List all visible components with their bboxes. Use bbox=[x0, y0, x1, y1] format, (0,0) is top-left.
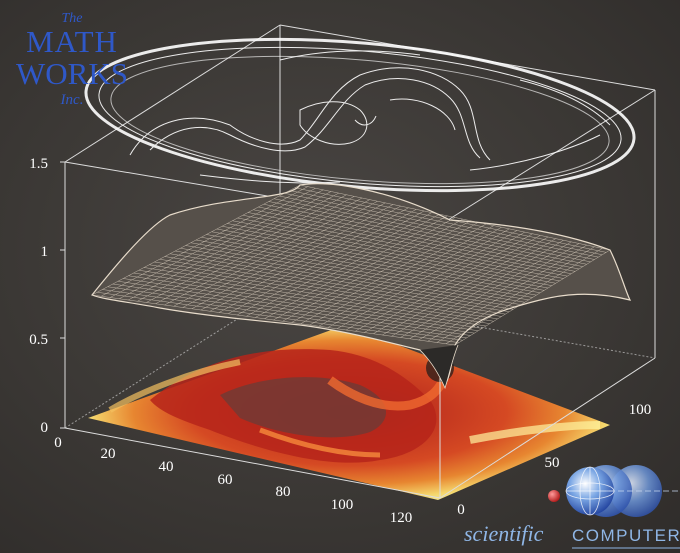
z-tick-label: 1 bbox=[41, 244, 49, 260]
heatmap-layer bbox=[88, 325, 610, 500]
mesh-line bbox=[263, 204, 583, 267]
mesh-line bbox=[253, 209, 576, 272]
mesh-line bbox=[284, 193, 599, 258]
mesh-line bbox=[327, 227, 502, 328]
scientific-computers-logo: scientific COMPUTERS bbox=[464, 465, 680, 549]
x-tick-label: 120 bbox=[390, 510, 413, 526]
mesh-line bbox=[309, 223, 487, 326]
mesh-line bbox=[454, 249, 611, 346]
tick-marks bbox=[60, 161, 65, 429]
z-tick-label: 0.5 bbox=[29, 332, 48, 348]
mesh-line bbox=[242, 215, 568, 277]
mesh-line bbox=[318, 225, 494, 327]
mesh-line bbox=[382, 236, 549, 336]
mesh-line bbox=[345, 230, 518, 331]
mesh-layer bbox=[91, 183, 632, 390]
y-tick-label: 100 bbox=[629, 402, 652, 418]
x-tick-label: 0 bbox=[54, 435, 62, 451]
mesh-line bbox=[355, 231, 525, 332]
mesh-line bbox=[445, 248, 603, 344]
mesh-line bbox=[427, 244, 587, 342]
x-tick-label: 20 bbox=[101, 446, 116, 462]
mesh-line bbox=[279, 195, 595, 260]
x-tick-label: 60 bbox=[218, 472, 233, 488]
mesh-line bbox=[268, 201, 587, 265]
y-tick-label: 0 bbox=[457, 502, 465, 518]
mesh-line bbox=[211, 231, 545, 291]
mesh-line bbox=[300, 222, 479, 324]
contour-layer bbox=[84, 37, 636, 193]
mesh-line bbox=[227, 223, 556, 284]
mesh-line bbox=[216, 228, 549, 289]
mesh-line bbox=[273, 217, 456, 321]
brand-name-caps: COMPUTERS bbox=[572, 526, 680, 545]
mesh-line bbox=[206, 234, 541, 293]
z-tick-label: 0 bbox=[41, 420, 49, 436]
logo-math: MATH bbox=[26, 24, 118, 59]
mesh-line bbox=[258, 206, 580, 270]
z-tick-label: 1.5 bbox=[29, 156, 48, 172]
mesh-line bbox=[237, 217, 564, 279]
logo-inc: Inc. bbox=[60, 92, 84, 108]
logo-the: The bbox=[62, 11, 83, 26]
x-tick-label: 80 bbox=[276, 484, 291, 500]
x-tick-label: 40 bbox=[159, 459, 174, 475]
mesh-line bbox=[221, 226, 552, 286]
mesh-line bbox=[289, 190, 603, 255]
logo-works: WORKS bbox=[16, 56, 128, 91]
mesh-line bbox=[418, 243, 580, 341]
mesh-line bbox=[400, 240, 564, 338]
mesh-line bbox=[294, 187, 607, 253]
mesh-line bbox=[232, 220, 560, 282]
brand-name-italic: scientific bbox=[464, 521, 544, 546]
mesh-line bbox=[336, 228, 510, 329]
mesh-line bbox=[373, 235, 541, 334]
x-axis-ticks: 0 20 40 60 80 100 120 bbox=[54, 435, 412, 526]
red-dot-icon bbox=[548, 490, 560, 502]
y-axis-ticks: 0 50 100 bbox=[457, 402, 651, 518]
x-tick-label: 100 bbox=[331, 497, 354, 513]
mesh-line bbox=[409, 241, 572, 339]
mathworks-logo: The MATH WORKS Inc. bbox=[16, 11, 128, 108]
mesh-line bbox=[299, 184, 611, 251]
z-axis-ticks: 1.5 1 0.5 0 bbox=[29, 156, 48, 436]
mesh-line bbox=[282, 218, 463, 322]
mesh-line bbox=[273, 198, 591, 263]
y-tick-label: 50 bbox=[545, 455, 560, 471]
mesh-line bbox=[436, 246, 595, 343]
mesh-line bbox=[291, 220, 471, 323]
mesh-line bbox=[364, 233, 533, 333]
mesh-line bbox=[391, 238, 556, 337]
mesh-line bbox=[201, 237, 537, 296]
mesh-line bbox=[247, 212, 572, 274]
